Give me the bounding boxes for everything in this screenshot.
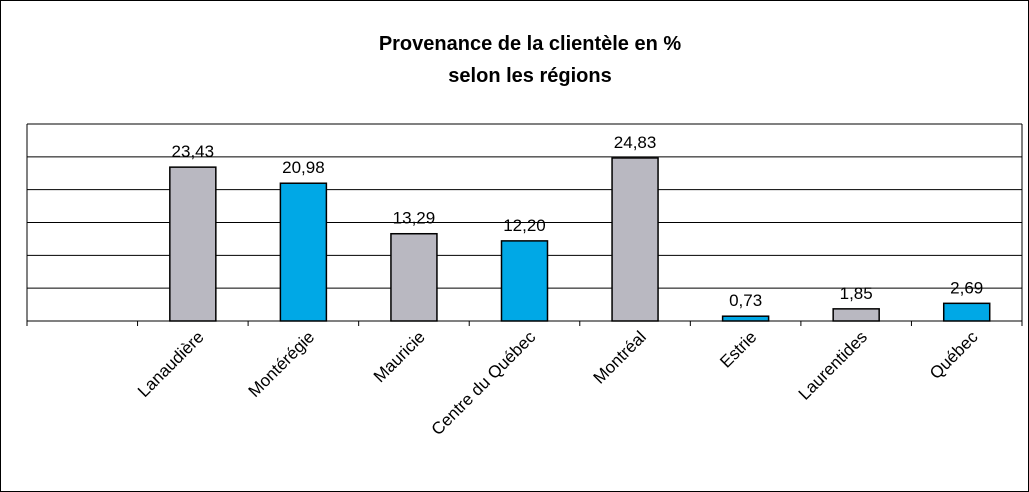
value-label: 12,20 [503,216,546,235]
bar [169,166,217,322]
value-label: 0,73 [729,291,762,310]
chart-title: selon les régions [448,65,611,87]
bar [942,302,991,322]
value-label: 20,98 [282,158,325,177]
value-label: 24,83 [614,133,657,152]
bar [611,157,659,322]
value-label: 13,29 [393,209,436,228]
bar [500,240,549,322]
bar [832,308,880,322]
chart-title: Provenance de la clientèle en % [379,33,682,55]
bar [390,232,438,322]
bar [279,182,328,322]
bar [721,315,770,322]
value-label: 2,69 [950,278,983,297]
value-label: 23,43 [172,142,215,161]
value-label: 1,85 [840,284,873,303]
